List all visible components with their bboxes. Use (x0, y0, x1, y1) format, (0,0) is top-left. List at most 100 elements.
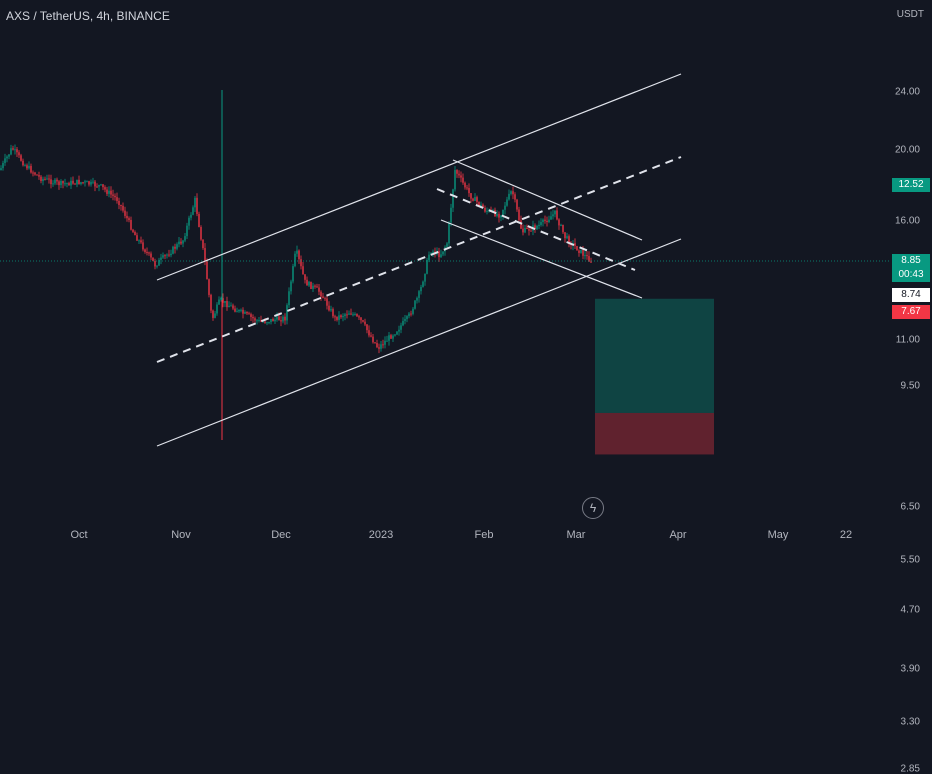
candle-body (464, 182, 466, 188)
candle-body (284, 316, 286, 321)
price-tick: 16.00 (894, 215, 920, 227)
candle-body (54, 179, 56, 184)
symbol-title[interactable]: AXS / TetherUS, 4h, BINANCE (6, 9, 170, 23)
candle-body (24, 165, 26, 167)
lightning-icon[interactable]: ϟ (582, 497, 604, 519)
candle-body (48, 178, 50, 180)
candle-body (230, 305, 232, 307)
candle-body (170, 253, 172, 256)
candle-body (256, 320, 258, 322)
candle-body (472, 198, 474, 201)
candle-body (398, 329, 400, 332)
candle-body (332, 309, 334, 317)
wedge-lower-line (440, 219, 643, 299)
candle-body (250, 314, 252, 317)
candle-body (154, 260, 156, 267)
candle-body (420, 286, 422, 292)
candle-body (260, 320, 262, 322)
candle-body (442, 251, 444, 255)
candle-body (390, 335, 392, 339)
candle-body (304, 274, 306, 280)
candle-body (344, 314, 346, 317)
candle-body (522, 228, 524, 233)
time-tick: Oct (70, 529, 88, 541)
candle-body (474, 197, 476, 201)
candle-body (204, 248, 206, 262)
candle-body (236, 311, 238, 313)
candle-body (528, 228, 530, 231)
price-chart[interactable] (0, 0, 932, 550)
candle-body (384, 340, 386, 345)
candle-body (20, 155, 22, 161)
candle-body (582, 249, 584, 256)
candle-body (80, 182, 82, 185)
candle-body (288, 291, 290, 306)
price-tick: 9.50 (900, 380, 920, 392)
price-tick: 6.50 (900, 501, 920, 513)
candle-body (322, 296, 324, 299)
candle-body (500, 215, 502, 218)
candle-body (454, 170, 456, 190)
candle-body (178, 241, 180, 245)
candle-body (262, 321, 264, 323)
candle-body (402, 320, 404, 326)
candle-body (88, 181, 90, 185)
candle-body (380, 344, 382, 349)
candle-body (74, 183, 76, 185)
candle-body (496, 213, 498, 217)
candle-body (106, 189, 108, 194)
candle-body (342, 316, 344, 318)
candle-body (316, 286, 318, 288)
candle-body (360, 317, 362, 321)
candle-body (586, 255, 588, 257)
candle-body (340, 315, 342, 318)
candle-body (92, 181, 94, 183)
candle-body (492, 209, 494, 211)
candle-body (182, 240, 184, 244)
candle-body (558, 219, 560, 226)
candle-body (324, 298, 326, 300)
candle-body (138, 240, 140, 242)
loss-zone (595, 412, 714, 455)
candle-body (52, 183, 54, 185)
channel-upper-line (156, 73, 682, 281)
candle-body (480, 204, 482, 206)
candle-body (498, 213, 500, 218)
candle-body (8, 154, 10, 157)
candle-body (368, 330, 370, 336)
candle-body (144, 249, 146, 252)
candle-body (16, 149, 18, 153)
candle-body (264, 321, 266, 323)
candle-body (458, 173, 460, 176)
price-tick: 11.00 (895, 334, 920, 346)
candle-body (510, 191, 512, 194)
candle-body (162, 255, 164, 258)
candle-body (34, 172, 36, 175)
candle-body (56, 179, 58, 182)
candle-body (180, 241, 182, 244)
candle-body (252, 316, 254, 319)
candle-body (366, 324, 368, 331)
candle-body (514, 194, 516, 200)
candle-body (424, 273, 426, 282)
candle-body (112, 194, 114, 196)
candle-body (86, 181, 88, 183)
candle-body (526, 228, 528, 230)
candle-body (370, 335, 372, 337)
price-tick: 3.30 (900, 716, 920, 728)
price-tag: 00:43 (892, 268, 930, 282)
candle-body (200, 226, 202, 240)
candle-body (110, 190, 112, 195)
candle-body (306, 279, 308, 286)
candle-body (60, 180, 62, 186)
candle-body (238, 309, 240, 312)
time-tick: Mar (566, 529, 586, 541)
channel-midline (156, 156, 682, 363)
candle-body (188, 217, 190, 226)
candle-body (352, 314, 354, 316)
candle-body (452, 189, 454, 208)
candle-body (2, 162, 4, 169)
candle-body (580, 249, 582, 253)
time-tick: Nov (171, 529, 191, 541)
candle-body (136, 235, 138, 241)
